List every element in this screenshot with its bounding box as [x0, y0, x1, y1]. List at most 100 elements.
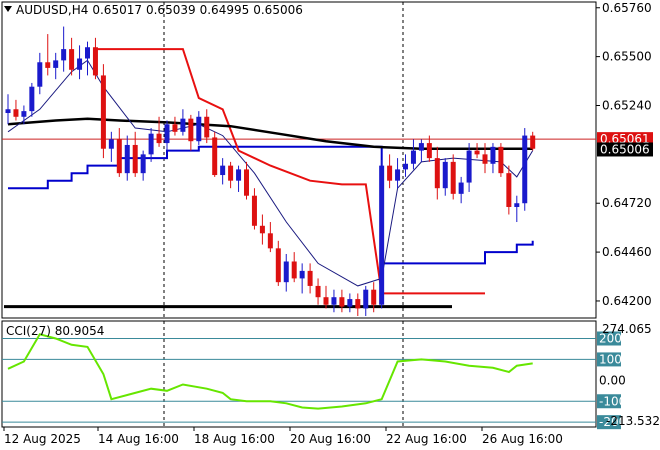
candle-body — [124, 144, 130, 174]
candle-body — [450, 161, 456, 194]
support-step-line — [8, 145, 534, 265]
candle-body — [69, 49, 75, 70]
candle-body — [5, 109, 11, 114]
candle-body — [442, 161, 448, 189]
candle-body — [116, 139, 122, 174]
cci-level-tag: 100 — [599, 352, 622, 366]
candle-body — [323, 297, 329, 305]
close-value: 0.65006 — [253, 3, 303, 17]
cci-line — [7, 333, 533, 410]
candle-body — [172, 124, 178, 132]
candle-body — [259, 225, 265, 234]
candle-body — [13, 109, 19, 117]
price-tag-current: 0.65006 — [600, 142, 650, 156]
collapse-triangle-icon[interactable] — [4, 6, 12, 12]
candle-body — [140, 154, 146, 174]
candle-body — [132, 144, 138, 174]
candle-body — [426, 143, 432, 159]
candle-body — [418, 143, 424, 151]
cci-level-tag-bg — [597, 331, 621, 346]
cci-max-label: 274.065 — [602, 322, 652, 336]
envelope-line — [95, 48, 485, 295]
candle-body — [299, 270, 305, 279]
candle-body — [92, 47, 98, 76]
cci-level-tag-bg — [597, 394, 621, 409]
candle-body — [148, 133, 154, 155]
price-tag-current-bg — [597, 142, 653, 157]
main-panel-frame — [1, 1, 597, 319]
price-tick-label: 0.64720 — [602, 196, 652, 210]
candle-body — [283, 261, 289, 283]
candle-body — [458, 182, 464, 194]
candle-body — [100, 75, 106, 149]
candle-body — [347, 299, 353, 307]
time-tick-label: 12 Aug 2025 — [4, 432, 81, 446]
cci-level-tag: 200 — [599, 331, 622, 345]
symbol-label: AUDUSD,H4 — [16, 3, 89, 17]
candle-body — [220, 165, 226, 176]
candle-body — [514, 203, 520, 207]
candle-body — [307, 270, 313, 286]
price-tick-label: 0.64200 — [602, 294, 652, 308]
candle-body — [315, 285, 321, 298]
candle-body — [244, 169, 249, 196]
cci-min-label: -213.5329 — [606, 414, 660, 428]
candle-body — [474, 150, 480, 155]
time-tick-label: 22 Aug 16:00 — [386, 432, 467, 446]
candle-body — [164, 124, 170, 144]
sma-black-line — [7, 117, 533, 150]
cci-level-tag-bg — [597, 352, 621, 367]
candle-body — [21, 111, 27, 117]
time-tick-label: 14 Aug 16:00 — [98, 432, 179, 446]
price-tick-label: 0.64460 — [602, 245, 652, 259]
candle-body — [212, 137, 218, 176]
cci-label: CCI(27) 80.9054 — [6, 324, 105, 338]
candle-body — [387, 165, 393, 181]
low-value: 0.64995 — [199, 3, 250, 17]
cci-panel-frame — [1, 320, 597, 428]
candle-body — [29, 86, 35, 112]
candle-body — [522, 135, 528, 204]
candle-body — [228, 165, 234, 181]
candle-body — [275, 248, 281, 283]
candle-body — [108, 139, 114, 149]
candle-body — [339, 297, 345, 307]
candle-body — [251, 195, 257, 226]
time-tick-label: 26 Aug 16:00 — [482, 432, 563, 446]
candle-body — [85, 47, 90, 59]
time-tick-label: 18 Aug 16:00 — [194, 432, 275, 446]
price-tick-label: 0.65500 — [602, 50, 652, 64]
candle-body — [45, 62, 51, 68]
candle-body — [410, 150, 416, 164]
ma-red-thin-line — [8, 91, 533, 298]
candle-body — [156, 133, 162, 144]
candle-body — [180, 118, 186, 132]
high-value: 0.65039 — [145, 3, 196, 17]
candle-body — [291, 261, 297, 279]
candle-body — [490, 146, 496, 164]
candle-body — [77, 58, 83, 70]
candle-body — [37, 62, 43, 87]
candle-body — [379, 165, 385, 305]
candle-body — [236, 169, 242, 181]
chart-header: AUDUSD,H4 0.65017 0.65039 0.64995 0.65006 — [4, 3, 307, 17]
candle-body — [363, 289, 369, 309]
time-tick-label: 20 Aug 16:00 — [290, 432, 371, 446]
candle-body — [434, 158, 440, 189]
candle-body — [188, 118, 194, 142]
cci-level-tag-bg — [597, 415, 621, 430]
candle-body — [61, 49, 67, 61]
candle-body — [466, 150, 472, 183]
price-tick-label: 0.65760 — [602, 1, 652, 15]
candle-body — [403, 163, 408, 170]
candle-body — [355, 299, 361, 309]
open-value: 0.65017 — [92, 3, 142, 17]
cci-header: CCI(27) 80.9054 — [6, 324, 108, 338]
candle-body — [395, 169, 401, 181]
ma-blue-thin-line — [7, 59, 534, 287]
cci-level-tag: 0.00 — [599, 373, 626, 387]
candle-body — [53, 60, 59, 68]
candle-body — [204, 116, 210, 138]
cci-level-tag: -100 — [599, 394, 626, 408]
